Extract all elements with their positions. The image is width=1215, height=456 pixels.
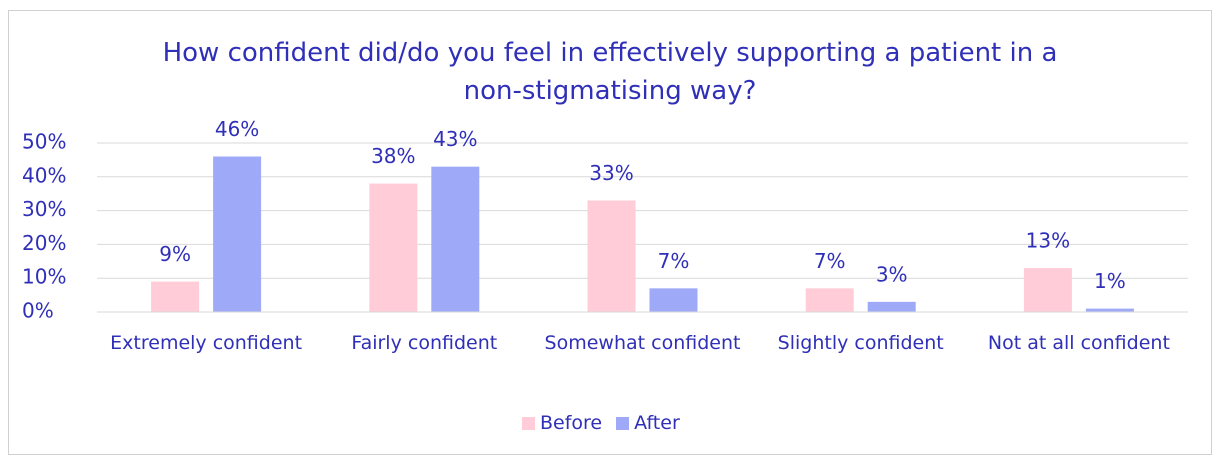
bar	[1085, 308, 1134, 312]
y-tick-label: 30%	[22, 197, 66, 221]
bar	[649, 288, 698, 312]
data-label: 7%	[814, 249, 846, 273]
y-tick-label: 10%	[22, 265, 66, 289]
legend-label: Before	[540, 412, 603, 434]
bar	[151, 281, 200, 312]
legend-label: After	[634, 412, 680, 434]
legend: Before After	[522, 412, 680, 434]
chart-frame	[8, 10, 1212, 455]
x-tick-label: Extremely confident	[110, 332, 303, 354]
x-tick-label: Not at all confident	[987, 332, 1170, 354]
y-tick-label: 0%	[22, 299, 54, 323]
data-label: 7%	[658, 249, 690, 273]
legend-swatch	[522, 416, 535, 430]
bar	[369, 183, 418, 312]
bar	[431, 166, 480, 312]
legend-swatch	[616, 416, 630, 430]
y-tick-label: 40%	[22, 163, 66, 187]
x-tick-label: Somewhat confident	[544, 332, 741, 354]
data-label: 9%	[159, 242, 191, 266]
data-label: 46%	[215, 117, 259, 141]
y-tick-label: 20%	[22, 231, 66, 255]
data-label: 38%	[371, 144, 415, 168]
chart-title: How confident did/do you feel in effecti…	[162, 38, 1058, 106]
bar	[213, 156, 262, 312]
data-label: 33%	[589, 161, 633, 185]
data-label: 1%	[1094, 269, 1126, 293]
x-tick-label: Slightly confident	[777, 332, 944, 354]
bar	[867, 301, 916, 312]
x-tick-label: Fairly confident	[351, 332, 498, 354]
data-label: 43%	[433, 127, 477, 151]
bar	[1023, 268, 1072, 312]
y-tick-label: 50%	[22, 130, 66, 154]
bar	[805, 288, 854, 312]
data-label: 13%	[1026, 229, 1070, 253]
data-label: 3%	[876, 262, 908, 286]
bar	[587, 200, 636, 312]
